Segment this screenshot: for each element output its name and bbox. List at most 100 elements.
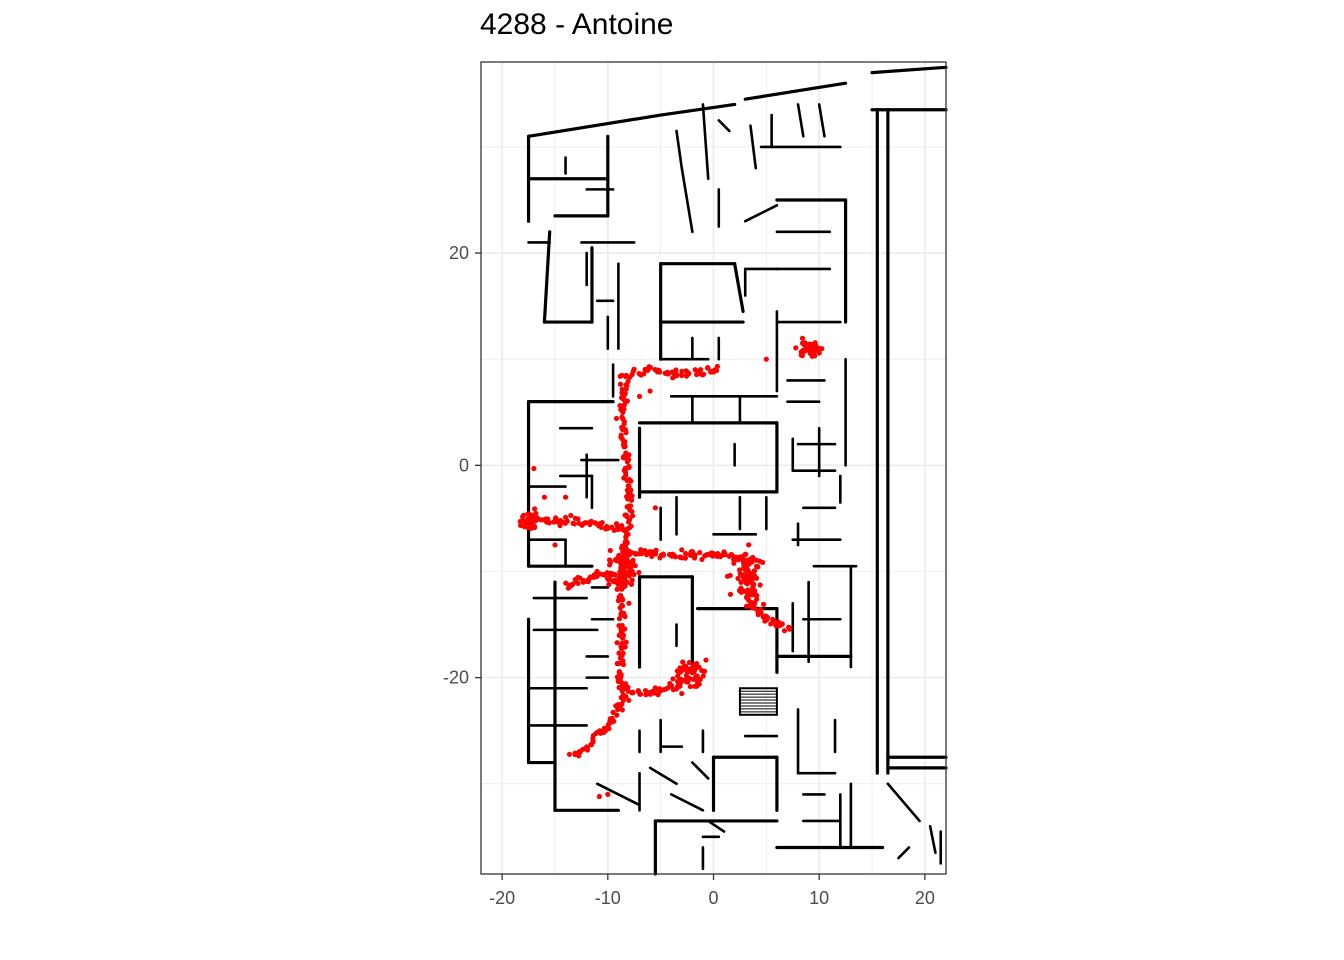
data-point — [568, 512, 574, 519]
x-tick-label: 0 — [708, 888, 718, 908]
floor-plan — [526, 65, 948, 876]
data-point — [621, 553, 627, 559]
data-point — [708, 369, 714, 375]
data-point — [760, 614, 766, 620]
x-tick-label: 20 — [915, 888, 935, 908]
data-point — [631, 571, 637, 578]
data-point — [654, 369, 661, 375]
data-point — [809, 348, 815, 354]
data-point — [619, 525, 626, 531]
data-point — [599, 520, 605, 526]
data-point — [727, 572, 733, 579]
data-point — [623, 386, 629, 392]
data-point — [622, 373, 629, 380]
y-tick-label: 0 — [459, 455, 469, 475]
data-point — [618, 643, 624, 649]
data-point — [533, 510, 539, 517]
data-point — [620, 597, 626, 603]
data-point — [619, 612, 625, 618]
data-point — [806, 341, 813, 347]
data-point — [646, 365, 652, 372]
data-point — [793, 345, 799, 351]
data-point — [625, 684, 631, 690]
data-point — [608, 719, 615, 725]
data-point — [616, 616, 623, 622]
data-point — [636, 393, 643, 399]
data-point — [586, 519, 593, 526]
data-point — [692, 367, 698, 373]
wall-segment — [817, 103, 826, 138]
wall-segment — [733, 262, 745, 314]
data-point — [616, 684, 622, 691]
data-point — [682, 666, 689, 672]
data-point — [632, 550, 639, 557]
data-point — [564, 518, 570, 524]
data-point — [670, 375, 676, 381]
data-point — [614, 558, 620, 564]
wall-segment — [595, 782, 641, 807]
data-point — [618, 653, 624, 659]
data-point — [527, 525, 533, 531]
data-point — [552, 542, 558, 548]
data-point — [571, 521, 578, 527]
data-point — [625, 519, 632, 525]
data-point — [668, 683, 675, 689]
data-point — [623, 472, 629, 479]
data-point — [617, 592, 624, 598]
data-point — [764, 617, 770, 623]
data-point — [583, 520, 589, 526]
data-point — [694, 677, 700, 683]
data-point — [616, 660, 622, 667]
data-point — [626, 697, 632, 703]
data-point — [619, 586, 625, 592]
data-point — [596, 793, 602, 800]
data-point — [738, 579, 744, 585]
data-point — [584, 747, 591, 753]
data-point — [653, 547, 659, 553]
data-point — [652, 505, 658, 511]
data-point — [629, 577, 635, 583]
data-point — [532, 506, 538, 512]
data-point — [674, 684, 681, 690]
data-point — [639, 551, 645, 557]
data-point — [670, 676, 676, 682]
data-point — [618, 561, 624, 567]
data-point — [619, 424, 625, 431]
data-point — [657, 555, 663, 561]
wall-segment — [749, 124, 758, 170]
stairwell — [738, 687, 778, 716]
data-point — [647, 388, 653, 394]
data-point — [622, 582, 628, 589]
data-point — [760, 559, 766, 566]
data-point — [692, 683, 698, 689]
x-tick-label: -20 — [489, 888, 515, 908]
wall-segment — [648, 766, 678, 786]
data-point — [743, 603, 750, 609]
data-point — [629, 493, 635, 499]
data-point — [690, 669, 696, 675]
data-point — [616, 577, 622, 583]
data-point — [750, 582, 757, 588]
data-point — [614, 640, 620, 646]
data-point — [744, 593, 750, 600]
data-point — [737, 571, 743, 577]
x-tick-label: 10 — [809, 888, 829, 908]
data-point — [611, 571, 617, 577]
data-point — [625, 558, 631, 564]
data-point — [622, 542, 629, 549]
data-point — [625, 483, 631, 489]
wall-segment — [675, 129, 684, 170]
data-point — [671, 553, 677, 559]
data-point — [594, 729, 600, 735]
data-point — [799, 335, 806, 341]
data-point — [679, 547, 685, 553]
data-point — [754, 596, 760, 602]
data-point — [781, 628, 788, 634]
data-point — [575, 516, 581, 522]
wall-segment — [526, 113, 663, 138]
data-point — [697, 550, 703, 556]
data-point — [615, 706, 621, 713]
data-point — [622, 576, 628, 582]
data-point — [746, 561, 753, 567]
data-point — [735, 575, 741, 582]
